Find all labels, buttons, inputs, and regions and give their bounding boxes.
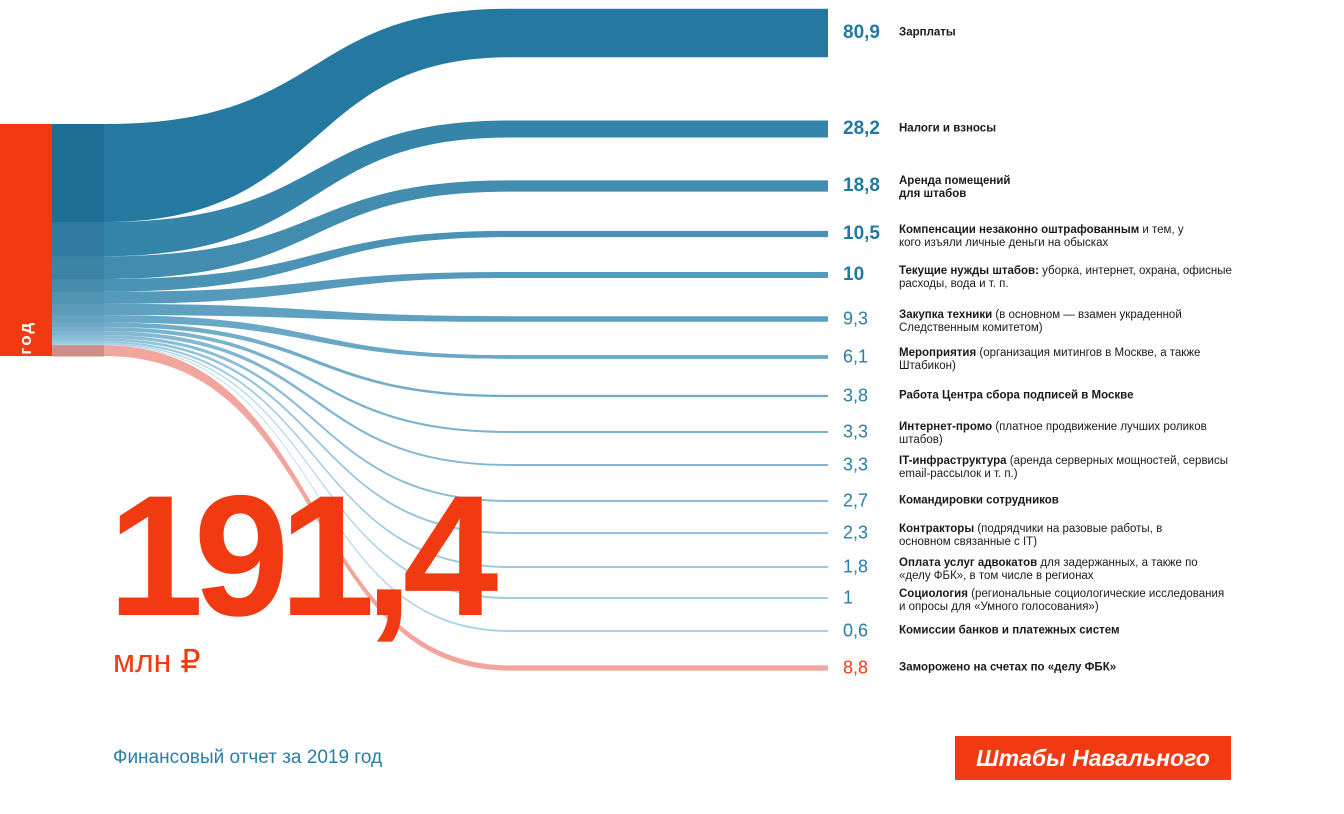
category-desc: (региональные социологические исследован…: [899, 588, 1225, 613]
source-segment: [52, 279, 104, 293]
category-value: 9,3: [843, 308, 869, 329]
flow-ribbon: [104, 303, 828, 322]
source-segment: [52, 343, 104, 346]
flow-ribbon: [104, 315, 828, 359]
source-segment: [52, 315, 104, 324]
category-title: Текущие нужды штабов:: [899, 265, 1039, 277]
category-label: Работа Центра сбора подписей в Москве: [899, 390, 1249, 403]
source-segment: [52, 124, 104, 223]
category-desc: (подрядчики на разовые работы, в основно…: [899, 523, 1163, 548]
category-label: Налоги и взносы: [899, 123, 1249, 136]
flow-ribbon: [104, 8, 828, 223]
category-desc: и тем, у кого изъяли личные деньги на об…: [899, 224, 1184, 249]
category-value: 10,5: [843, 223, 880, 244]
year-label: 2019 год: [16, 320, 35, 408]
flow-group: [52, 8, 828, 671]
flow-ribbon: [104, 272, 828, 304]
category-label: Компенсации незаконно оштрафованным и те…: [899, 224, 1199, 250]
category-title: Контракторы: [899, 523, 975, 535]
brand-logo: Штабы Навального: [955, 736, 1231, 780]
category-label: Заморожено на счетах по «делу ФБК»: [899, 662, 1249, 675]
source-segment: [52, 344, 104, 346]
category-label: IT-инфраструктура (аренда серверных мощн…: [899, 455, 1239, 481]
category-title: Налоги и взносы: [899, 122, 997, 135]
category-label: Аренда помещений для штабов: [899, 175, 1034, 201]
source-segment: [52, 338, 104, 342]
category-title: Оплата услуг адвокатов: [899, 557, 1038, 569]
category-value: 1: [843, 587, 854, 608]
total-amount: 191,4: [108, 460, 498, 652]
source-segment: [52, 345, 104, 357]
category-title: Комиссии банков и платежных систем: [899, 624, 1120, 637]
category-title: IT-инфраструктура: [899, 455, 1007, 467]
total-unit: млн ₽: [113, 643, 201, 679]
category-desc: (платное продвижение лучших роликов штаб…: [899, 421, 1207, 446]
source-segment: [52, 335, 104, 339]
category-label: Закупка техники (в основном — взамен укр…: [899, 309, 1239, 335]
category-desc: уборка, интернет, охрана, офисные расход…: [899, 265, 1232, 290]
category-value: 0,6: [843, 620, 869, 641]
category-desc: (в основном — взамен украденной Следстве…: [899, 309, 1182, 334]
category-title: Компенсации незаконно оштрафованным: [899, 224, 1140, 236]
source-segment: [52, 327, 104, 332]
category-label: Текущие нужды штабов: уборка, интернет, …: [899, 265, 1239, 291]
category-value: 18,8: [843, 175, 880, 196]
category-value: 3,8: [843, 385, 869, 406]
category-value: 2,3: [843, 522, 869, 543]
source-segment: [52, 291, 104, 305]
flow-ribbon: [104, 331, 828, 466]
category-desc: (организация митингов в Москве, а также …: [899, 347, 1201, 372]
category-title: Командировки сотрудников: [899, 494, 1059, 507]
source-segment: [52, 256, 104, 280]
source-segment: [52, 331, 104, 336]
category-label: Командировки сотрудников: [899, 495, 1249, 508]
category-value: 80,9: [843, 22, 880, 43]
flow-ribbon: [104, 120, 828, 257]
flow-ribbon: [104, 322, 828, 398]
category-value: 10: [843, 264, 865, 285]
source-segment: [52, 303, 104, 316]
category-label: Социология (региональные социологические…: [899, 588, 1229, 614]
category-title: Социология: [899, 588, 968, 600]
year-tag: 2019 год: [0, 124, 52, 407]
category-title: Заморожено на счетах по «делу ФБК»: [899, 661, 1117, 674]
category-value: 3,3: [843, 454, 869, 475]
category-title: Зарплаты: [899, 26, 956, 39]
source-segment: [52, 222, 104, 257]
category-title: Работа Центра сбора подписей в Москве: [899, 389, 1134, 402]
flow-ribbon: [104, 230, 828, 292]
category-desc: для задержанных, а также по «делу ФБК», …: [899, 557, 1198, 582]
source-segment: [52, 341, 104, 344]
category-desc: (аренда серверных мощностей, сервисы ema…: [899, 455, 1228, 480]
category-value: 2,7: [843, 490, 869, 511]
category-label: Контракторы (подрядчики на разовые работ…: [899, 523, 1199, 549]
category-value: 1,8: [843, 556, 869, 577]
category-value: 6,1: [843, 346, 869, 367]
category-label: Интернет-промо (платное продвижение лучш…: [899, 421, 1219, 447]
flow-ribbon: [104, 180, 828, 280]
category-label: Зарплаты: [899, 27, 1249, 40]
category-title: Мероприятия: [899, 347, 977, 359]
report-subtitle: Финансовый отчет за 2019 год: [113, 747, 383, 768]
category-label: Оплата услуг адвокатов для задержанных, …: [899, 557, 1229, 583]
category-title: Интернет-промо: [899, 421, 993, 433]
category-value: 3,3: [843, 421, 869, 442]
category-value: 8,8: [843, 657, 869, 678]
category-label: Комиссии банков и платежных систем: [899, 625, 1249, 638]
category-label: Мероприятия (организация митингов в Моск…: [899, 347, 1209, 373]
category-title: Закупка техники: [899, 309, 993, 321]
source-segment: [52, 322, 104, 328]
category-title: Аренда помещений для штабов: [899, 175, 1011, 200]
category-value: 28,2: [843, 118, 880, 139]
